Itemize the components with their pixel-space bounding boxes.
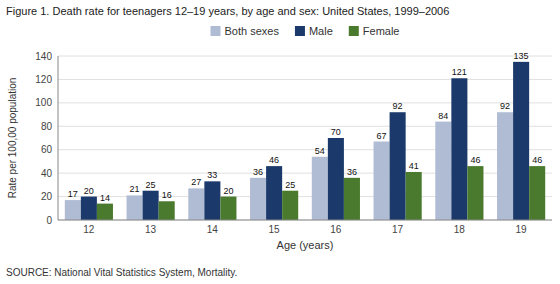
- legend-item: Both sexes: [211, 25, 280, 37]
- y-tick-label: 40: [41, 168, 53, 179]
- chart: Figure 1. Death rate for teenagers 12–19…: [0, 0, 560, 284]
- legend-label: Female: [363, 25, 400, 37]
- grid-line: [58, 126, 552, 127]
- data-label: 17: [68, 189, 78, 199]
- bar: [497, 112, 513, 220]
- bar: [127, 195, 143, 220]
- bar: [529, 166, 545, 220]
- data-label: 70: [331, 127, 341, 137]
- data-label: 25: [285, 180, 295, 190]
- data-label: 25: [146, 180, 156, 190]
- x-tick-label: 12: [83, 224, 95, 235]
- data-label: 41: [409, 161, 419, 171]
- y-tick-label: 80: [41, 121, 53, 132]
- x-tick-label: 16: [330, 224, 342, 235]
- y-axis: [58, 56, 59, 220]
- x-tick-label: 17: [392, 224, 404, 235]
- bar: [328, 138, 344, 220]
- legend-swatch: [349, 26, 359, 36]
- grid-line: [58, 56, 552, 57]
- data-label: 14: [100, 193, 110, 203]
- legend-item: Male: [295, 25, 333, 37]
- y-tick-label: 0: [46, 215, 52, 226]
- y-tick-label: 140: [35, 51, 52, 62]
- x-tick-label: 14: [207, 224, 219, 235]
- bar: [159, 201, 175, 220]
- data-label: 20: [223, 186, 233, 196]
- legend-swatch: [295, 26, 305, 36]
- data-label: 20: [84, 186, 94, 196]
- bar: [204, 181, 220, 220]
- bar: [435, 122, 451, 220]
- bar: [81, 197, 97, 220]
- bar: [220, 197, 236, 220]
- legend-label: Both sexes: [225, 25, 280, 37]
- x-tick-label: 18: [454, 224, 466, 235]
- y-tick-label: 100: [35, 97, 52, 108]
- data-label: 36: [253, 167, 263, 177]
- grid-line: [58, 220, 552, 221]
- bar: [266, 166, 282, 220]
- bar: [467, 166, 483, 220]
- bar: [390, 112, 406, 220]
- data-label: 33: [207, 170, 217, 180]
- y-tick-label: 60: [41, 144, 53, 155]
- x-axis-label: Age (years): [277, 239, 334, 251]
- data-label: 135: [514, 51, 529, 61]
- bar: [143, 191, 159, 220]
- data-label: 92: [393, 101, 403, 111]
- bar: [451, 78, 467, 220]
- grid-line: [58, 102, 552, 103]
- data-label: 46: [269, 155, 279, 165]
- legend: Both sexes Male Female: [211, 25, 400, 37]
- x-axis: [58, 220, 552, 221]
- x-tick-label: 19: [516, 224, 528, 235]
- data-labels: 17 21 27 36 54 67 84 92 20 25 33 46 70 92 121 135 14 16 20…: [68, 51, 542, 203]
- bar: [312, 157, 328, 220]
- bar: [65, 200, 81, 220]
- legend-item: Female: [349, 25, 400, 37]
- data-label: 84: [438, 111, 448, 121]
- grid-line: [58, 79, 552, 80]
- bars: [65, 62, 545, 220]
- data-label: 36: [347, 167, 357, 177]
- data-label: 92: [500, 101, 510, 111]
- bar: [406, 172, 422, 220]
- y-tick-label: 20: [41, 191, 53, 202]
- bar: [374, 142, 390, 220]
- x-tick-label: 15: [269, 224, 281, 235]
- bar: [282, 191, 298, 220]
- bar: [513, 62, 529, 220]
- x-tick-label: 13: [145, 224, 157, 235]
- grid-line: [58, 149, 552, 150]
- data-label: 21: [130, 184, 140, 194]
- grid: [58, 56, 552, 220]
- legend-swatch: [211, 26, 221, 36]
- source-note: SOURCE: National Vital Statistics System…: [6, 267, 237, 278]
- legend-label: Male: [309, 25, 333, 37]
- bar: [97, 204, 113, 220]
- bar: [344, 178, 360, 220]
- data-label: 54: [315, 146, 325, 156]
- bar: [188, 188, 204, 220]
- data-label: 46: [470, 155, 480, 165]
- bar: [250, 178, 266, 220]
- y-axis-label: Rate per 100,00 population: [7, 78, 18, 199]
- data-label: 67: [377, 131, 387, 141]
- data-label: 46: [532, 155, 542, 165]
- data-label: 16: [162, 190, 172, 200]
- y-tick-label: 120: [35, 74, 52, 85]
- data-label: 121: [452, 67, 467, 77]
- data-label: 27: [191, 177, 201, 187]
- title: Figure 1. Death rate for teenagers 12–19…: [6, 5, 449, 17]
